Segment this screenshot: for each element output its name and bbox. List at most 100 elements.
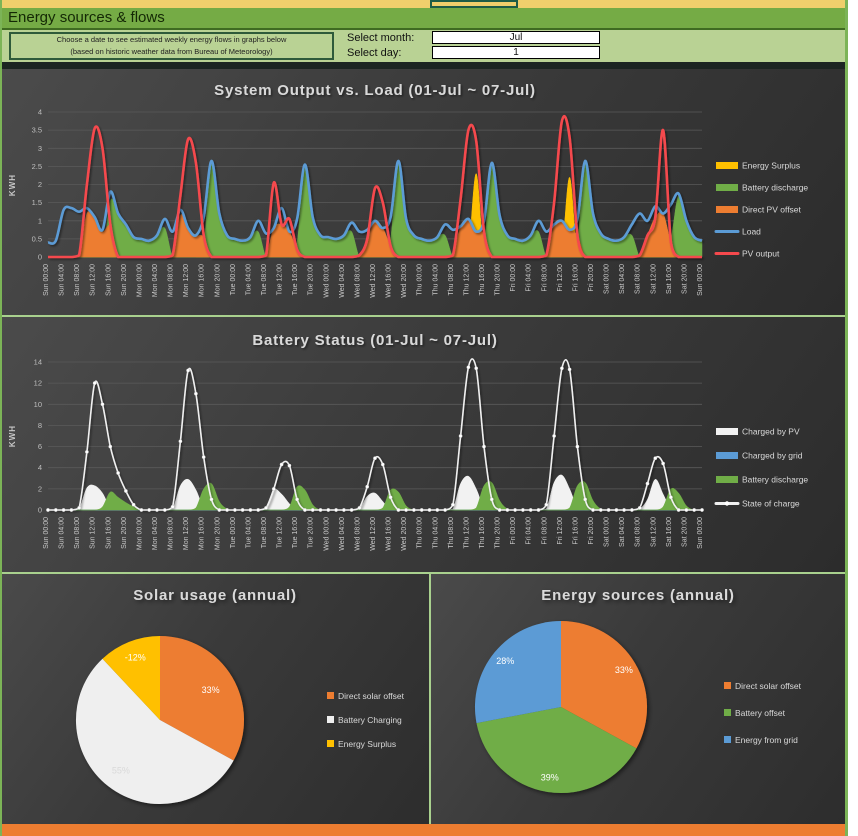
header-chart-divider xyxy=(2,62,845,69)
svg-text:Sat 16:00: Sat 16:00 xyxy=(666,264,673,294)
svg-text:Mon 08:00: Mon 08:00 xyxy=(168,264,175,297)
instruction-line-1: Choose a date to see estimated weekly en… xyxy=(56,35,287,44)
svg-text:Sun 12:00: Sun 12:00 xyxy=(90,264,97,296)
svg-text:PV output: PV output xyxy=(742,249,780,259)
svg-text:Sat 08:00: Sat 08:00 xyxy=(635,517,642,547)
svg-text:Mon 00:00: Mon 00:00 xyxy=(136,517,143,550)
svg-text:14: 14 xyxy=(34,358,42,367)
svg-text:55%: 55% xyxy=(112,765,130,775)
instruction-line-2: (based on historic weather data from Bur… xyxy=(70,46,273,56)
svg-text:Sun 04:00: Sun 04:00 xyxy=(59,517,66,549)
svg-text:33%: 33% xyxy=(615,665,633,675)
svg-text:2: 2 xyxy=(38,484,42,493)
panel-separator-1 xyxy=(2,315,845,317)
pie2-svg: Energy sources (annual) 33% 39% 28% Direct s… xyxy=(474,587,802,794)
chart2-svg: 0 2 4 6 8 10 12 14 Sun 00:00 Sun 04:00 Sun 08:00 Su… xyxy=(8,332,808,551)
system-output-chart: 0 0.5 1 1.5 2 2.5 3 3.5 4 Sun 00:00 Sun 04:00 Sun 0… xyxy=(2,69,845,315)
svg-text:Battery discharge: Battery discharge xyxy=(742,475,808,485)
select-day-input[interactable]: 1 xyxy=(432,46,600,59)
svg-text:Thu 12:00: Thu 12:00 xyxy=(463,517,470,549)
svg-text:Tue 04:00: Tue 04:00 xyxy=(245,264,252,295)
instruction-cell: Choose a date to see estimated weekly en… xyxy=(9,32,334,60)
svg-text:Tue 08:00: Tue 08:00 xyxy=(261,264,268,295)
svg-text:Sat 20:00: Sat 20:00 xyxy=(681,517,688,547)
svg-text:Wed 12:00: Wed 12:00 xyxy=(370,517,377,551)
svg-text:Wed 08:00: Wed 08:00 xyxy=(354,517,361,551)
svg-text:4: 4 xyxy=(38,463,42,472)
svg-text:Tue 12:00: Tue 12:00 xyxy=(277,264,284,295)
svg-text:Thu 04:00: Thu 04:00 xyxy=(432,264,439,296)
pie1-svg: Solar usage (annual) 33% 55% -12% Direct sol… xyxy=(75,587,405,805)
svg-text:2: 2 xyxy=(38,180,42,189)
svg-text:Sat 12:00: Sat 12:00 xyxy=(650,264,657,294)
page-title-bar: Energy sources & flows xyxy=(2,8,845,30)
svg-text:Wed 00:00: Wed 00:00 xyxy=(323,517,330,551)
svg-text:Tue 04:00: Tue 04:00 xyxy=(245,517,252,548)
svg-text:Charged by grid: Charged by grid xyxy=(742,451,803,461)
svg-text:Fri 08:00: Fri 08:00 xyxy=(541,264,548,292)
svg-text:Sat 12:00: Sat 12:00 xyxy=(650,517,657,547)
svg-text:Energy Surplus: Energy Surplus xyxy=(742,161,800,171)
svg-text:Mon 00:00: Mon 00:00 xyxy=(136,264,143,297)
svg-text:Mon 08:00: Mon 08:00 xyxy=(168,517,175,550)
svg-text:28%: 28% xyxy=(496,656,514,666)
svg-text:Tue 12:00: Tue 12:00 xyxy=(277,517,284,548)
svg-text:0: 0 xyxy=(38,253,42,262)
svg-text:Wed 04:00: Wed 04:00 xyxy=(339,264,346,298)
svg-text:Thu 04:00: Thu 04:00 xyxy=(432,517,439,549)
svg-text:System Output vs. Load (01-Jul: System Output vs. Load (01-Jul ~ 07-Jul) xyxy=(214,82,536,99)
svg-text:Sun 08:00: Sun 08:00 xyxy=(74,517,81,549)
svg-text:Tue 20:00: Tue 20:00 xyxy=(308,264,315,295)
svg-text:Mon 20:00: Mon 20:00 xyxy=(214,264,221,297)
svg-text:Solar usage (annual): Solar usage (annual) xyxy=(133,587,297,604)
svg-text:Sun 16:00: Sun 16:00 xyxy=(105,264,112,296)
svg-text:Sun 00:00: Sun 00:00 xyxy=(697,264,704,296)
svg-text:Fri 00:00: Fri 00:00 xyxy=(510,517,517,545)
svg-text:Mon 20:00: Mon 20:00 xyxy=(214,517,221,550)
svg-text:8: 8 xyxy=(38,421,42,430)
svg-text:Fri 16:00: Fri 16:00 xyxy=(572,517,579,545)
svg-text:Tue 16:00: Tue 16:00 xyxy=(292,517,299,548)
select-month-label: Select month: xyxy=(347,32,415,44)
svg-text:Sun 00:00: Sun 00:00 xyxy=(43,264,50,296)
svg-text:Tue 00:00: Tue 00:00 xyxy=(230,264,237,295)
svg-text:10: 10 xyxy=(34,400,42,409)
svg-text:Energy Surplus: Energy Surplus xyxy=(338,739,396,749)
solar-usage-pie-chart: Solar usage (annual) 33% 55% -12% Direct sol… xyxy=(2,574,429,824)
svg-text:Tue 16:00: Tue 16:00 xyxy=(292,264,299,295)
svg-text:State of charge: State of charge xyxy=(742,499,800,509)
svg-text:Mon 16:00: Mon 16:00 xyxy=(199,517,206,550)
pie-panel-separator xyxy=(429,574,431,824)
svg-text:1: 1 xyxy=(38,216,42,225)
svg-text:Sun 00:00: Sun 00:00 xyxy=(697,517,704,549)
svg-text:Thu 12:00: Thu 12:00 xyxy=(463,264,470,296)
svg-text:Sat 00:00: Sat 00:00 xyxy=(604,517,611,547)
page-title: Energy sources & flows xyxy=(8,9,165,26)
svg-text:Sun 20:00: Sun 20:00 xyxy=(121,264,128,296)
svg-text:Wed 16:00: Wed 16:00 xyxy=(386,517,393,551)
svg-text:Sat 04:00: Sat 04:00 xyxy=(619,264,626,294)
select-month-input[interactable]: Jul xyxy=(432,31,600,44)
svg-text:0.5: 0.5 xyxy=(32,234,42,243)
controls-panel: Choose a date to see estimated weekly en… xyxy=(2,30,845,62)
svg-text:3.5: 3.5 xyxy=(32,126,42,135)
svg-text:Fri 08:00: Fri 08:00 xyxy=(541,517,548,545)
svg-text:Wed 12:00: Wed 12:00 xyxy=(370,264,377,298)
pie-charts-row: Solar usage (annual) 33% 55% -12% Direct sol… xyxy=(2,574,845,824)
svg-text:33%: 33% xyxy=(202,685,220,695)
selected-cell-outline[interactable] xyxy=(430,0,518,8)
svg-text:Charged by PV: Charged by PV xyxy=(742,427,800,437)
svg-text:KWH: KWH xyxy=(8,174,17,196)
svg-text:Fri 20:00: Fri 20:00 xyxy=(588,264,595,292)
svg-text:Mon 04:00: Mon 04:00 xyxy=(152,264,159,297)
svg-text:Thu 00:00: Thu 00:00 xyxy=(417,517,424,549)
svg-text:3: 3 xyxy=(38,144,42,153)
svg-text:Wed 04:00: Wed 04:00 xyxy=(339,517,346,551)
svg-text:Load: Load xyxy=(742,227,761,237)
svg-text:Mon 12:00: Mon 12:00 xyxy=(183,264,190,297)
svg-text:Sun 16:00: Sun 16:00 xyxy=(105,517,112,549)
svg-text:Thu 08:00: Thu 08:00 xyxy=(448,517,455,549)
battery-status-chart: 0 2 4 6 8 10 12 14 Sun 00:00 Sun 04:00 Sun 08:00 Su… xyxy=(2,317,845,572)
svg-text:Fri 16:00: Fri 16:00 xyxy=(572,264,579,292)
